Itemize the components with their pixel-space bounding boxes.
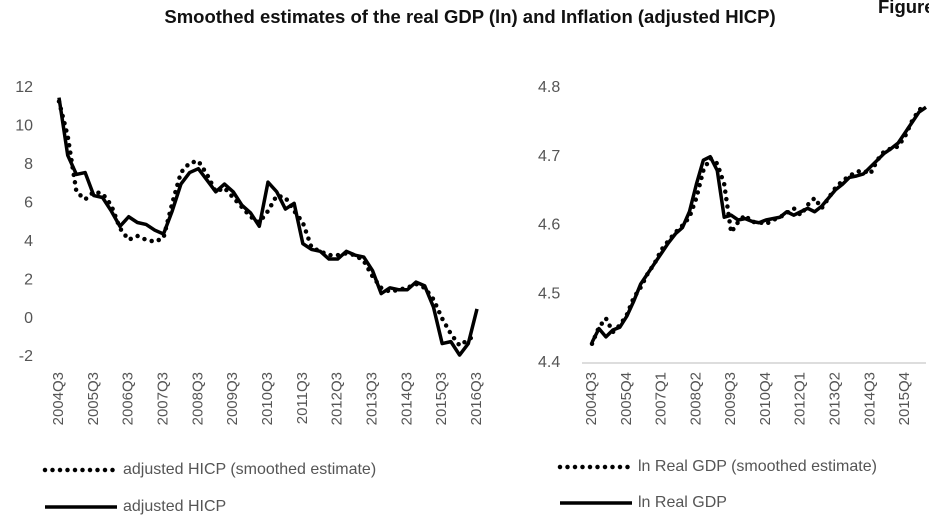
legend-label: adjusted HICP xyxy=(123,498,226,515)
y-tick-label: 2 xyxy=(24,271,33,288)
x-tick-label: 2016Q3 xyxy=(468,372,485,425)
y-tick-label: 12 xyxy=(15,79,33,96)
x-tick-label: 2010Q3 xyxy=(259,372,276,425)
y-tick-label: 6 xyxy=(24,195,33,212)
y-tick-label: 4 xyxy=(24,233,33,250)
x-tick-label: 2012Q1 xyxy=(792,372,809,425)
figure-label: Figure xyxy=(878,0,929,17)
x-tick-label: 2007Q3 xyxy=(154,372,171,425)
x-tick-label: 2011Q3 xyxy=(294,372,311,424)
y-tick-label: 4.8 xyxy=(538,79,560,96)
x-tick-label: 2007Q1 xyxy=(653,372,670,425)
legend-label: ln Real GDP xyxy=(638,494,727,511)
x-tick-label: 2006Q3 xyxy=(120,372,137,425)
x-tick-label: 2014Q3 xyxy=(398,372,415,425)
y-tick-label: 4.5 xyxy=(538,285,560,302)
x-tick-label: 2009Q3 xyxy=(722,372,739,425)
y-tick-label: 10 xyxy=(15,118,33,135)
series-line xyxy=(56,99,480,349)
y-tick-label: 4.6 xyxy=(538,217,560,234)
x-tick-label: 2013Q3 xyxy=(363,372,380,425)
x-tick-label: 2005Q4 xyxy=(618,372,635,425)
series-line xyxy=(57,97,479,357)
y-tick-label: 4.7 xyxy=(538,148,560,165)
x-tick-label: 2015Q4 xyxy=(896,372,913,425)
series-line xyxy=(590,105,927,344)
x-tick-label: 2015Q3 xyxy=(433,372,450,425)
x-tick-label: 2014Q3 xyxy=(861,372,878,425)
chart-title: Smoothed estimates of the real GDP (ln) … xyxy=(164,6,776,27)
x-tick-label: 2009Q3 xyxy=(224,372,241,425)
x-tick-label: 2008Q2 xyxy=(687,372,704,425)
x-tick-label: 2008Q3 xyxy=(189,372,206,425)
y-tick-label: 8 xyxy=(24,156,33,173)
x-tick-label: 2005Q3 xyxy=(85,372,102,425)
x-tick-label: 2012Q3 xyxy=(329,372,346,425)
x-tick-label: 2004Q3 xyxy=(583,372,600,425)
x-tick-label: 2013Q2 xyxy=(827,372,844,425)
x-tick-label: 2010Q4 xyxy=(757,372,774,425)
legend-label: ln Real GDP (smoothed estimate) xyxy=(638,458,877,475)
y-tick-label: 0 xyxy=(24,310,33,327)
x-tick-label: 2004Q3 xyxy=(50,372,67,425)
y-tick-label: 4.4 xyxy=(538,354,560,371)
legend-label: adjusted HICP (smoothed estimate) xyxy=(123,461,376,478)
y-tick-label: -2 xyxy=(19,348,33,365)
